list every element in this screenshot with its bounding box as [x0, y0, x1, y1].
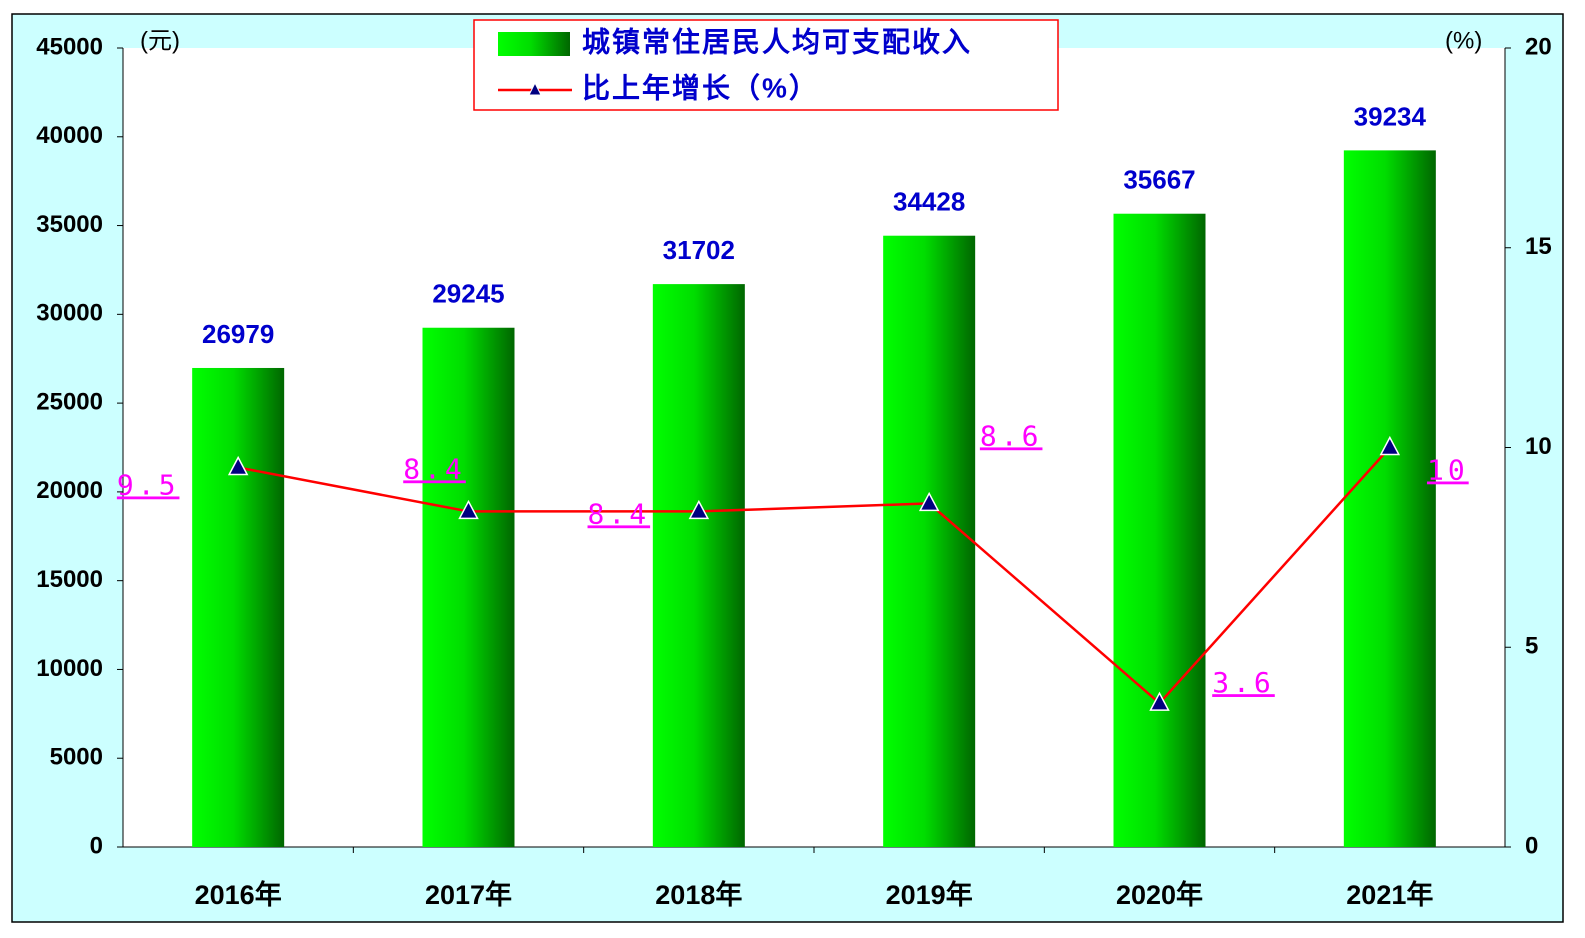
y-tick-label: 10000 — [36, 655, 103, 682]
y2-tick-label: 5 — [1525, 633, 1538, 660]
line — [237, 446, 1391, 705]
y-tick-label: 40000 — [36, 122, 103, 149]
bar-value-label: 39234 — [1354, 101, 1427, 131]
x-tick-label: 2018年 — [655, 879, 742, 910]
bar — [192, 367, 285, 847]
line-marker — [1379, 435, 1401, 456]
y-unit: (元) — [140, 27, 180, 54]
line-value-label: 8.4 — [588, 497, 651, 530]
legend — [473, 19, 1059, 111]
y-tick-label: 0 — [90, 832, 103, 859]
y-tick-label: 35000 — [36, 211, 103, 238]
y-tick-label: 15000 — [36, 566, 103, 593]
legend-box — [473, 19, 1059, 111]
y-tick-label: 20000 — [36, 477, 103, 504]
line-marker — [227, 455, 249, 476]
legend-swatch — [498, 32, 570, 56]
line-value-label: 8.6 — [980, 419, 1043, 452]
bar — [422, 327, 515, 847]
line-marker — [688, 499, 710, 520]
bar-value-label: 35667 — [1123, 165, 1195, 195]
y-tick-label: 45000 — [36, 33, 103, 60]
line-value-label: 8.4 — [403, 452, 466, 485]
x-tick-label: 2021年 — [1346, 879, 1433, 910]
bar — [883, 235, 976, 847]
line-value-label: 9.5 — [117, 468, 180, 501]
y2-tick-label: 10 — [1525, 433, 1552, 460]
x-tick-label: 2019年 — [886, 879, 973, 910]
line-marker — [458, 499, 479, 520]
bar — [1113, 213, 1206, 848]
legend-label: 比上年增长（%） — [582, 71, 819, 103]
line-value-label: 3.6 — [1212, 666, 1275, 699]
bar-value-label: 31702 — [663, 235, 735, 265]
y2-unit: (%) — [1445, 27, 1482, 54]
bar-value-label: 34428 — [893, 187, 965, 217]
x-tick-label: 2017年 — [425, 879, 512, 910]
y-tick-label: 25000 — [36, 388, 103, 415]
y-tick-label: 30000 — [36, 300, 103, 327]
line-marker — [918, 491, 940, 512]
bar-value-label: 29245 — [432, 279, 504, 309]
plot-area — [123, 48, 1505, 847]
y2-tick-label: 0 — [1525, 832, 1538, 859]
y2-tick-label: 20 — [1525, 33, 1552, 60]
legend-marker — [528, 81, 542, 96]
bar-value-label: 26979 — [202, 319, 274, 349]
line-value-label: 10 — [1427, 454, 1469, 487]
bar — [652, 284, 745, 847]
legend-label: 城镇常住居民人均可支配收入 — [582, 25, 972, 57]
x-tick-label: 2016年 — [195, 879, 282, 910]
line-marker — [1149, 691, 1170, 711]
y2-tick-label: 15 — [1525, 233, 1552, 260]
y-tick-label: 5000 — [50, 744, 103, 771]
bar — [1343, 150, 1436, 847]
x-tick-label: 2020年 — [1116, 879, 1203, 910]
